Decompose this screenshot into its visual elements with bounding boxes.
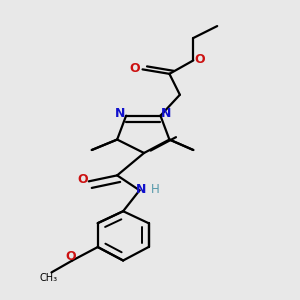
Text: O: O [130,62,140,75]
Text: O: O [66,250,76,262]
Text: O: O [195,53,205,66]
Text: N: N [115,107,125,120]
Text: CH₃: CH₃ [39,273,58,283]
Text: N: N [161,107,172,120]
Text: H: H [151,183,160,196]
Text: N: N [136,183,146,196]
Text: O: O [77,173,88,186]
